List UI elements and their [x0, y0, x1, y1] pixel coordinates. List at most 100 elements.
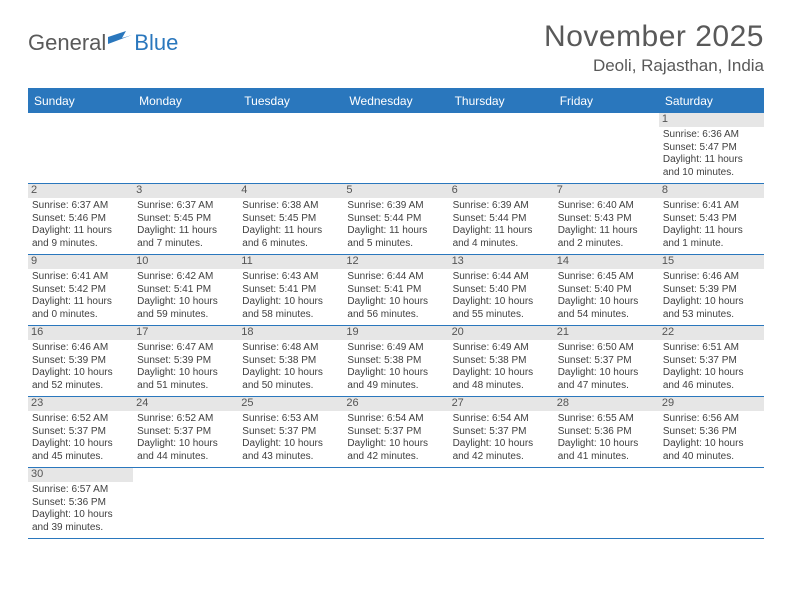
daylight-text: Daylight: 11 hours [347, 225, 444, 238]
week-row: 16Sunrise: 6:46 AMSunset: 5:39 PMDayligh… [28, 326, 764, 397]
day-cell: 15Sunrise: 6:46 AMSunset: 5:39 PMDayligh… [659, 255, 764, 325]
sunset-text: Sunset: 5:36 PM [663, 426, 760, 439]
daylight-text: and 51 minutes. [137, 380, 234, 393]
day-number: 29 [659, 397, 764, 411]
day-number: 28 [554, 397, 659, 411]
day-number: 27 [449, 397, 554, 411]
daylight-text: Daylight: 11 hours [558, 225, 655, 238]
day-number: 25 [238, 397, 343, 411]
daylight-text: Daylight: 10 hours [347, 438, 444, 451]
sunset-text: Sunset: 5:45 PM [137, 213, 234, 226]
daylight-text: Daylight: 10 hours [137, 367, 234, 380]
daylight-text: and 40 minutes. [663, 451, 760, 464]
daylight-text: Daylight: 10 hours [137, 438, 234, 451]
day-cell: 9Sunrise: 6:41 AMSunset: 5:42 PMDaylight… [28, 255, 133, 325]
daylight-text: and 0 minutes. [32, 309, 129, 322]
daylight-text: Daylight: 10 hours [242, 438, 339, 451]
sunrise-text: Sunrise: 6:44 AM [347, 271, 444, 284]
sunset-text: Sunset: 5:41 PM [242, 284, 339, 297]
daylight-text: Daylight: 11 hours [242, 225, 339, 238]
day-cell: 1Sunrise: 6:36 AMSunset: 5:47 PMDaylight… [659, 113, 764, 183]
page-header: General Blue November 2025 Deoli, Rajast… [0, 0, 792, 82]
week-row: 23Sunrise: 6:52 AMSunset: 5:37 PMDayligh… [28, 397, 764, 468]
day-number: 6 [449, 184, 554, 198]
day-number: 12 [343, 255, 448, 269]
day-cell [659, 468, 764, 538]
day-cell: 4Sunrise: 6:38 AMSunset: 5:45 PMDaylight… [238, 184, 343, 254]
day-number: 24 [133, 397, 238, 411]
day-cell: 13Sunrise: 6:44 AMSunset: 5:40 PMDayligh… [449, 255, 554, 325]
day-cell [238, 468, 343, 538]
sunset-text: Sunset: 5:43 PM [558, 213, 655, 226]
daylight-text: Daylight: 11 hours [663, 154, 760, 167]
logo-text-blue: Blue [134, 30, 178, 56]
day-cell: 18Sunrise: 6:48 AMSunset: 5:38 PMDayligh… [238, 326, 343, 396]
daylight-text: and 46 minutes. [663, 380, 760, 393]
day-number: 20 [449, 326, 554, 340]
sunset-text: Sunset: 5:43 PM [663, 213, 760, 226]
weeks-container: 1Sunrise: 6:36 AMSunset: 5:47 PMDaylight… [28, 113, 764, 539]
day-cell [554, 468, 659, 538]
sunrise-text: Sunrise: 6:42 AM [137, 271, 234, 284]
daylight-text: Daylight: 11 hours [453, 225, 550, 238]
daylight-text: and 53 minutes. [663, 309, 760, 322]
dow-header: Saturday [659, 90, 764, 113]
sunrise-text: Sunrise: 6:48 AM [242, 342, 339, 355]
daylight-text: Daylight: 10 hours [558, 296, 655, 309]
sunrise-text: Sunrise: 6:47 AM [137, 342, 234, 355]
sunrise-text: Sunrise: 6:37 AM [32, 200, 129, 213]
sunset-text: Sunset: 5:37 PM [137, 426, 234, 439]
day-cell [449, 113, 554, 183]
daylight-text: and 42 minutes. [347, 451, 444, 464]
day-cell: 25Sunrise: 6:53 AMSunset: 5:37 PMDayligh… [238, 397, 343, 467]
sunset-text: Sunset: 5:36 PM [558, 426, 655, 439]
sunset-text: Sunset: 5:39 PM [32, 355, 129, 368]
day-number: 23 [28, 397, 133, 411]
day-number: 21 [554, 326, 659, 340]
sunrise-text: Sunrise: 6:56 AM [663, 413, 760, 426]
flag-icon [108, 31, 134, 56]
dow-header: Monday [133, 90, 238, 113]
day-cell: 30Sunrise: 6:57 AMSunset: 5:36 PMDayligh… [28, 468, 133, 538]
day-cell [238, 113, 343, 183]
day-number: 7 [554, 184, 659, 198]
daylight-text: Daylight: 11 hours [663, 225, 760, 238]
sunrise-text: Sunrise: 6:46 AM [32, 342, 129, 355]
daylight-text: Daylight: 10 hours [32, 367, 129, 380]
sunrise-text: Sunrise: 6:37 AM [137, 200, 234, 213]
daylight-text: Daylight: 10 hours [558, 438, 655, 451]
daylight-text: and 6 minutes. [242, 238, 339, 251]
daylight-text: and 44 minutes. [137, 451, 234, 464]
sunrise-text: Sunrise: 6:44 AM [453, 271, 550, 284]
day-number: 8 [659, 184, 764, 198]
calendar: SundayMondayTuesdayWednesdayThursdayFrid… [28, 88, 764, 539]
daylight-text: and 48 minutes. [453, 380, 550, 393]
day-cell: 16Sunrise: 6:46 AMSunset: 5:39 PMDayligh… [28, 326, 133, 396]
sunset-text: Sunset: 5:44 PM [453, 213, 550, 226]
daylight-text: Daylight: 10 hours [663, 438, 760, 451]
day-number: 4 [238, 184, 343, 198]
daylight-text: and 52 minutes. [32, 380, 129, 393]
day-number: 9 [28, 255, 133, 269]
logo: General Blue [28, 20, 178, 56]
day-cell: 8Sunrise: 6:41 AMSunset: 5:43 PMDaylight… [659, 184, 764, 254]
sunset-text: Sunset: 5:40 PM [558, 284, 655, 297]
daylight-text: and 55 minutes. [453, 309, 550, 322]
sunrise-text: Sunrise: 6:54 AM [347, 413, 444, 426]
daylight-text: Daylight: 10 hours [663, 367, 760, 380]
daylight-text: Daylight: 10 hours [558, 367, 655, 380]
daylight-text: Daylight: 10 hours [663, 296, 760, 309]
day-number: 2 [28, 184, 133, 198]
day-number: 22 [659, 326, 764, 340]
day-number: 3 [133, 184, 238, 198]
week-row: 1Sunrise: 6:36 AMSunset: 5:47 PMDaylight… [28, 113, 764, 184]
sunset-text: Sunset: 5:41 PM [347, 284, 444, 297]
daylight-text: Daylight: 10 hours [347, 296, 444, 309]
daylight-text: and 54 minutes. [558, 309, 655, 322]
sunrise-text: Sunrise: 6:36 AM [663, 129, 760, 142]
sunrise-text: Sunrise: 6:40 AM [558, 200, 655, 213]
day-number: 17 [133, 326, 238, 340]
sunset-text: Sunset: 5:37 PM [242, 426, 339, 439]
sunrise-text: Sunrise: 6:52 AM [32, 413, 129, 426]
day-cell: 20Sunrise: 6:49 AMSunset: 5:38 PMDayligh… [449, 326, 554, 396]
